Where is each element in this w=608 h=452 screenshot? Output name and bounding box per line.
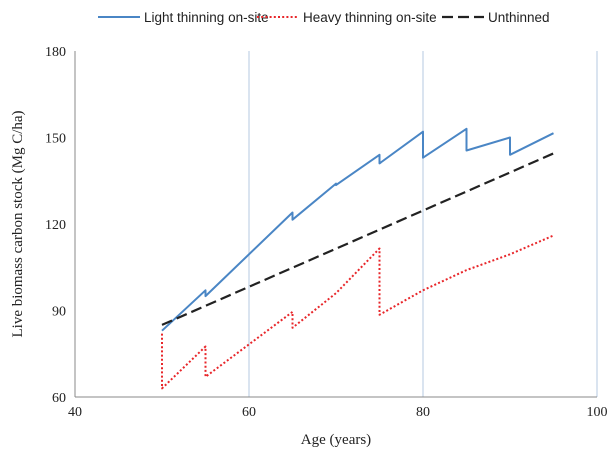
x-tick-label: 60 — [242, 405, 256, 420]
x-tick-label: 100 — [587, 405, 608, 420]
y-tick-label: 90 — [52, 305, 66, 320]
axes — [74, 51, 597, 398]
y-tick-label: 60 — [52, 391, 66, 406]
legend-label: Unthinned — [488, 10, 550, 25]
series-line-light-thinning-on-site — [161, 127, 554, 332]
series-group — [161, 127, 554, 390]
legend: Light thinning on-site Heavy thinning on-… — [98, 10, 550, 25]
series-line-unthinned — [161, 152, 554, 326]
series-line-heavy-thinning-on-site — [161, 234, 554, 390]
x-axis-title: Age (years) — [301, 432, 371, 448]
legend-label: Heavy thinning on-site — [303, 10, 437, 25]
y-tick-label: 150 — [45, 132, 66, 147]
y-tick-label: 120 — [45, 218, 66, 233]
y-axis-title: Live biomass carbon stock (Mg C/ha) — [10, 110, 26, 337]
x-tick-label: 40 — [68, 405, 82, 420]
y-tick-label: 180 — [45, 45, 66, 60]
legend-label: Light thinning on-site — [144, 10, 269, 25]
x-tick-label: 80 — [416, 405, 430, 420]
gridlines — [248, 51, 598, 397]
